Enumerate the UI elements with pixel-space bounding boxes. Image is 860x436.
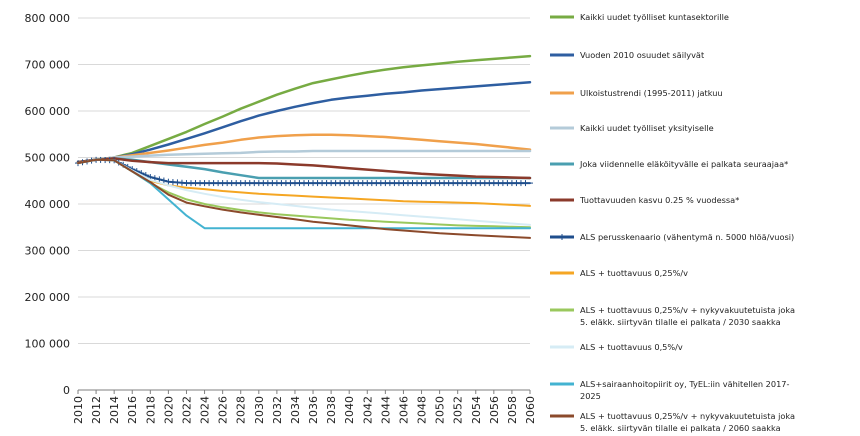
x-tick-label: 2056 <box>488 396 501 424</box>
y-tick-label: 500 000 <box>25 152 71 165</box>
y-tick-label: 300 000 <box>25 245 71 258</box>
y-tick-label: 0 <box>63 384 70 397</box>
series-line-6 <box>76 157 532 180</box>
legend-label-11: 2025 <box>580 391 601 401</box>
legend-label-10: ALS + tuottavuus 0,5%/v <box>580 342 683 352</box>
series-lines <box>75 54 533 239</box>
legend-label-3: Ulkoistustrendi (1995-2011) jatkuu <box>580 88 723 98</box>
legend-label-2: Vuoden 2010 osuudet säilyvät <box>580 50 705 60</box>
series-line-4 <box>76 149 532 164</box>
legend-label-5: Joka viidennelle eläköityvälle ei palkat… <box>579 159 788 169</box>
x-tick-label: 2046 <box>397 396 410 424</box>
legend-label-11: ALS+sairaanhoitopiirit oy, TyEL:iin vähi… <box>580 379 790 389</box>
x-tick-label: 2036 <box>307 396 320 424</box>
series-marker <box>156 176 163 183</box>
series-line-1 <box>76 54 532 164</box>
legend-label-12: 5. eläkk. siirtyvän tilalle ei palkata /… <box>580 423 781 433</box>
x-tick-label: 2044 <box>379 396 392 424</box>
axes: 0 100 000 200 000 300 000 400 000 500 000 600 … <box>25 12 538 424</box>
x-tick-label: 2038 <box>325 396 338 424</box>
x-tick-label: 2022 <box>180 396 193 424</box>
legend-label-7: ALS perusskenaario (vähentymä n. 5000 hl… <box>580 232 794 242</box>
x-tick-label: 2034 <box>289 396 302 424</box>
legend-label-9: ALS + tuottavuus 0,25%/v + nykyvakuutetu… <box>580 305 795 315</box>
x-tick-label: 2060 <box>524 396 537 424</box>
x-tick-label: 2010 <box>72 396 85 424</box>
y-tick-label: 700 000 <box>25 59 71 72</box>
legend-label-12: ALS + tuottavuus 0,25%/v + nykyvakuutetu… <box>580 411 795 421</box>
x-tick-label: 2042 <box>361 396 374 424</box>
series-line-11 <box>77 158 531 230</box>
series-line-12 <box>77 158 531 239</box>
x-tick-label: 2014 <box>108 396 121 424</box>
series-line-2 <box>76 80 532 164</box>
legend-label-9: 5. eläkk. siirtyvän tilalle ei palkata /… <box>580 317 781 327</box>
x-tick-label: 2030 <box>253 396 266 424</box>
legend-label-4: Kaikki uudet työlliset yksityiselle <box>580 123 714 133</box>
x-tick-label: 2058 <box>506 396 519 424</box>
legend-label-1: Kaikki uudet työlliset kuntasektorille <box>580 12 729 22</box>
y-tick-label: 400 000 <box>25 198 71 211</box>
legend: Kaikki uudet työlliset kuntasektorille Vu… <box>550 12 795 433</box>
y-tick-label: 200 000 <box>25 291 71 304</box>
y-tick-label: 600 000 <box>25 105 71 118</box>
x-tick-label: 2048 <box>416 396 429 424</box>
series-line-10 <box>77 158 531 226</box>
x-tick-label: 2012 <box>90 396 103 424</box>
legend-label-6: Tuottavuuden kasvu 0.25 % vuodessa* <box>579 195 739 205</box>
x-tick-label: 2018 <box>144 396 157 424</box>
series-line-9 <box>77 158 531 229</box>
legend-label-8: ALS + tuottavuus 0,25%/v <box>580 268 688 278</box>
x-tick-label: 2052 <box>452 396 465 424</box>
x-tick-label: 2028 <box>235 396 248 424</box>
x-tick-label: 2054 <box>470 396 483 424</box>
x-tick-label: 2050 <box>434 396 447 424</box>
y-tick-label: 800 000 <box>25 12 71 25</box>
x-tick-label: 2020 <box>162 396 175 424</box>
series-line-3 <box>76 133 532 164</box>
series-marker <box>160 177 167 184</box>
x-tick-label: 2026 <box>217 396 230 424</box>
x-tick-label: 2024 <box>199 396 212 424</box>
gridlines <box>78 17 530 344</box>
x-tick-label: 2032 <box>271 396 284 424</box>
x-tick-label: 2016 <box>126 396 139 424</box>
x-tick-label: 2040 <box>343 396 356 424</box>
y-tick-label: 100 000 <box>25 338 71 351</box>
